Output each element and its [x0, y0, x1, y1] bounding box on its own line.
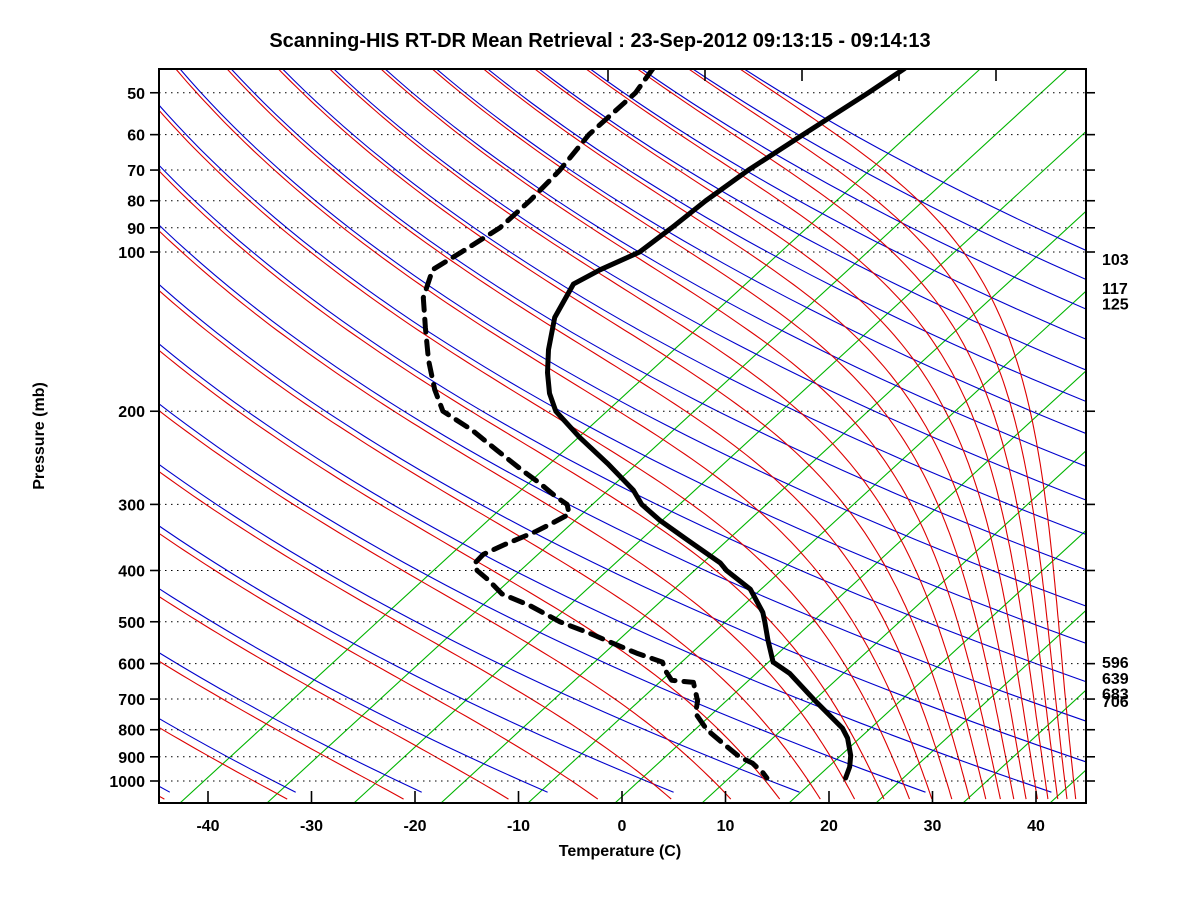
background-lines-group — [159, 69, 1086, 803]
moist-adiabat-line — [739, 69, 1077, 800]
pressure-tick-label: 80 — [127, 194, 145, 211]
pressure-tick-label: 50 — [127, 86, 145, 103]
dry-adiabat-line — [179, 69, 1086, 607]
dry-adiabat-line — [538, 69, 1086, 371]
pressure-tick-label: 900 — [118, 750, 145, 767]
dry-adiabat-line — [486, 69, 1086, 403]
moist-adiabat-line — [159, 595, 509, 800]
moist-adiabat-line — [687, 69, 1068, 800]
moist-adiabat-line — [585, 69, 1049, 800]
pressure-tick-label: 800 — [118, 723, 145, 740]
moist-adiabat-line — [431, 69, 1015, 800]
moist-adiabat-line — [380, 69, 1001, 800]
chart-title: Scanning-HIS RT-DR Mean Retrieval : 23-S… — [269, 30, 931, 52]
temperature-tick-label: -20 — [403, 818, 426, 835]
temperature-tick-label: 10 — [717, 818, 735, 835]
moist-adiabat-line — [277, 69, 971, 800]
moist-adiabat-line — [226, 69, 953, 800]
dry-adiabat-line — [159, 164, 1086, 683]
moist-adiabat-line — [159, 409, 732, 800]
moist-adiabat-line — [636, 69, 1059, 800]
dry-adiabat-line — [230, 69, 1086, 571]
dry-adiabat-line — [159, 283, 1086, 763]
pressure-tick-label: 600 — [118, 657, 145, 674]
green-isotherm-line — [788, 529, 1086, 803]
level-pressure-label: 639 — [1102, 671, 1129, 688]
moist-adiabat-line — [159, 109, 911, 800]
dry-adiabat-line — [435, 69, 1086, 435]
moist-adiabat-line — [159, 289, 821, 800]
moist-adiabat-line — [159, 349, 781, 800]
moist-adiabat-line — [482, 69, 1027, 800]
pressure-tick-label: 100 — [118, 245, 145, 262]
pressure-tick-label: 90 — [127, 221, 145, 238]
temperature-tick-label: 20 — [820, 818, 838, 835]
dry-adiabat-line — [333, 69, 1086, 501]
dry-adiabat-line — [743, 69, 1086, 251]
dry-adiabat-line — [159, 587, 548, 793]
pressure-grid-group: 50 60 70 80 90 100 200 300 400 500 600 700 800 900 100… — [109, 86, 1095, 791]
dry-adiabat-line — [640, 69, 1086, 310]
level-pressure-label: 117 — [1102, 281, 1128, 298]
pressure-tick-label: 400 — [118, 563, 145, 580]
temperature-tick-label: 0 — [618, 818, 627, 835]
green-isotherm-line — [527, 290, 1086, 803]
x-axis-label: Temperature (C) — [558, 843, 682, 860]
level-pressure-label: 596 — [1102, 655, 1129, 672]
dry-adiabat-line — [159, 525, 674, 793]
temperature-tick-label: -30 — [300, 818, 323, 835]
temperature-tick-label: 40 — [1027, 818, 1045, 835]
moist-adiabat-line — [159, 170, 885, 800]
temperature-tick-label: 30 — [924, 818, 942, 835]
moist-adiabat-line — [175, 69, 933, 800]
green-isotherm-line — [962, 689, 1086, 803]
dry-adiabat-line — [281, 69, 1086, 536]
dry-adiabat-line — [159, 652, 422, 793]
green-isotherm-line — [353, 130, 1086, 803]
moist-adiabat-line — [328, 69, 987, 800]
pressure-tick-label: 60 — [127, 128, 145, 145]
level-pressure-label: 683 — [1102, 686, 1129, 703]
temperature-curve — [545, 69, 908, 781]
moist-adiabat-line — [159, 532, 599, 800]
green-isotherm-line — [440, 210, 1086, 803]
dry-adiabat-line — [159, 224, 1086, 722]
pressure-tick-label: 70 — [127, 163, 145, 180]
dry-adiabat-line — [589, 69, 1086, 340]
x-axis-group: -40 -30 -20 -10 0 10 20 30 40 — [196, 69, 1045, 835]
moist-adiabat-line — [159, 230, 856, 800]
dry-adiabat-line — [691, 69, 1086, 281]
moist-adiabat-line — [159, 660, 404, 800]
pressure-tick-label: 300 — [118, 497, 145, 514]
dewpoint-curve — [420, 69, 770, 781]
plot-frame — [158, 68, 1087, 804]
level-pressure-label: 103 — [1102, 252, 1129, 269]
dry-adiabat-line — [159, 343, 1052, 793]
moist-adiabat-line — [159, 470, 672, 800]
green-isotherm-line — [614, 370, 1086, 803]
level-pressure-label: 706 — [1102, 694, 1129, 711]
pressure-tick-label: 700 — [118, 692, 145, 709]
green-isotherm-line — [701, 449, 1086, 803]
pressure-tick-label: 1000 — [109, 774, 145, 791]
moist-adiabat-line — [533, 69, 1038, 800]
temperature-tick-label: -10 — [507, 818, 530, 835]
pressure-tick-label: 200 — [118, 404, 145, 421]
level-pressure-label: 125 — [1102, 296, 1129, 313]
dry-adiabat-line — [159, 104, 1086, 644]
sounding-curves-group — [420, 69, 908, 781]
green-isotherm-line — [266, 69, 1068, 803]
green-isotherm-line — [875, 609, 1086, 803]
dry-adiabat-line — [159, 403, 926, 793]
temperature-tick-label: -40 — [196, 818, 219, 835]
y-axis-label: Pressure (mb) — [31, 382, 48, 490]
dry-adiabat-line — [159, 463, 800, 793]
pressure-tick-label: 500 — [118, 615, 145, 632]
